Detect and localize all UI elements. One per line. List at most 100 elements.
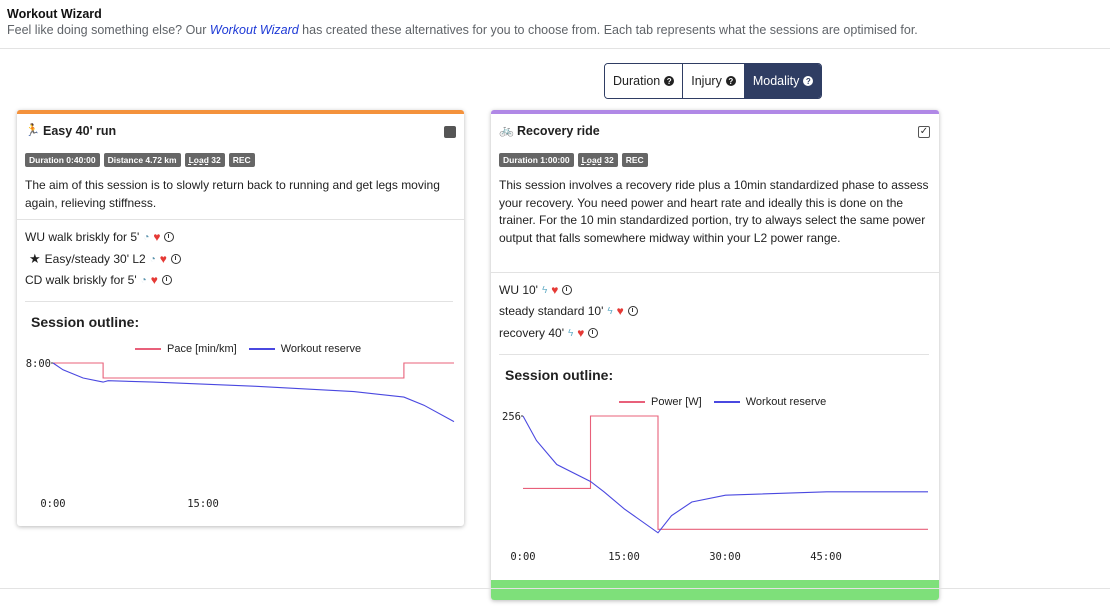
bolt-icon: ϟ [607, 305, 613, 317]
legend-reserve-label: Workout reserve [745, 396, 827, 408]
card-accent-bar [17, 110, 464, 114]
bottom-divider [0, 588, 1110, 589]
legend-pace-label: Pace [min/km] [167, 343, 237, 355]
help-icon[interactable]: ? [664, 76, 675, 86]
rec-badge: REC [621, 153, 648, 167]
step-text: recovery 40' [499, 326, 564, 340]
session-outline-title: Session outline: [505, 367, 614, 383]
heart-icon: ♥ [159, 252, 167, 266]
select-checkbox[interactable] [444, 126, 456, 138]
tab-modality[interactable]: Modality? [744, 64, 822, 98]
session-description: The aim of this session is to slowly ret… [25, 178, 440, 210]
step-item: recovery 40' ϟ ♥ [499, 326, 599, 340]
load-badge[interactable]: Load 32 [577, 153, 618, 167]
divider [499, 354, 929, 355]
subtitle-text-after: has created these alternatives for you t… [298, 23, 918, 37]
session-outline-chart: 256 0:00 15:00 30:00 45:00 [502, 411, 928, 563]
card-title: Recovery ride [517, 124, 600, 138]
divider [491, 272, 939, 273]
legend-pace-line [135, 348, 161, 350]
card-title: Easy 40' run [43, 124, 117, 138]
workout-wizard-link[interactable]: Workout Wizard [209, 23, 299, 37]
footer-bar [491, 580, 939, 600]
distance-badge: Distance 4.72 km [103, 153, 181, 167]
series-line-primary [523, 415, 928, 530]
rec-badge: REC [228, 153, 255, 167]
x-tick-label: 15:00 [187, 498, 219, 510]
step-item: WU 10' ϟ ♥ [499, 283, 573, 297]
badge-row: Duration 0:40:00 Distance 4.72 km Load 3… [25, 153, 255, 167]
session-outline-chart: 8:00 0:00 15:00 [26, 358, 455, 510]
step-text: Easy/steady 30' L2 [44, 252, 146, 266]
chart-legend: Pace [min/km] Workout reserve [135, 343, 361, 355]
step-text: WU walk briskly for 5' [25, 230, 140, 244]
clock-icon [562, 285, 573, 295]
card-accent-bar [491, 110, 939, 114]
legend-reserve-line [713, 401, 740, 403]
running-icon: 🏃 [25, 123, 40, 137]
clock-icon [164, 232, 175, 242]
legend-power-line [619, 401, 645, 403]
session-card-ride[interactable]: 🚲 Recovery ride ✓ Duration 1:00:00 Load … [491, 110, 939, 600]
page-header: Workout Wizard Feel like doing something… [0, 0, 1110, 49]
gauge-icon: ◔ [143, 231, 150, 243]
optimisation-tabs: Duration? Injury? Modality? [604, 63, 823, 99]
legend-reserve-line [248, 348, 275, 350]
step-item: ★ Easy/steady 30' L2 ◔ ♥ [29, 251, 181, 267]
subtitle-text-before: Feel like doing something else? Our [7, 23, 210, 37]
x-tick-label: 0:00 [40, 498, 65, 510]
series-line-reserve [52, 362, 455, 423]
y-tick-label: 8:00 [26, 358, 51, 370]
session-card-run[interactable]: 🏃 Easy 40' run Duration 0:40:00 Distance… [17, 110, 464, 526]
bicycle-icon: 🚲 [499, 123, 514, 137]
x-tick-label: 45:00 [810, 551, 842, 563]
page-title: Workout Wizard [7, 7, 102, 21]
series-line-primary [53, 362, 454, 379]
tab-duration[interactable]: Duration? [605, 64, 684, 98]
divider [17, 219, 464, 220]
heart-icon: ♥ [153, 230, 161, 244]
session-outline-title: Session outline: [31, 314, 140, 330]
gauge-icon: ◔ [140, 274, 147, 286]
star-icon: ★ [29, 251, 41, 266]
clock-icon [588, 328, 599, 338]
session-description: This session involves a recovery ride pl… [499, 178, 929, 245]
help-icon[interactable]: ? [803, 76, 814, 86]
step-item: WU walk briskly for 5' ◔ ♥ [25, 230, 175, 244]
step-text: steady standard 10' [499, 304, 604, 318]
badge-row: Duration 1:00:00 Load 32 REC [499, 153, 648, 167]
clock-icon [170, 254, 181, 264]
legend-power-label: Power [W] [651, 396, 702, 408]
bolt-icon: ϟ [541, 284, 548, 296]
heart-icon: ♥ [577, 326, 585, 340]
x-tick-label: 30:00 [709, 551, 741, 563]
help-icon[interactable]: ? [725, 76, 736, 86]
duration-badge: Duration 0:40:00 [25, 153, 100, 167]
heart-icon: ♥ [616, 304, 624, 318]
tab-duration-label: Duration [613, 74, 661, 88]
step-text: WU 10' [499, 283, 538, 297]
tab-injury[interactable]: Injury? [683, 64, 745, 98]
tab-modality-label: Modality [752, 74, 800, 88]
series-line-reserve [522, 415, 928, 534]
load-badge[interactable]: Load 32 [184, 153, 225, 167]
x-tick-label: 0:00 [510, 551, 535, 563]
heart-icon: ♥ [150, 273, 158, 287]
step-item: CD walk briskly for 5' ◔ ♥ [25, 273, 172, 287]
select-checkbox[interactable]: ✓ [918, 126, 930, 138]
bolt-icon: ϟ [568, 327, 574, 339]
heart-icon: ♥ [551, 283, 559, 297]
clock-icon [627, 306, 638, 316]
x-tick-label: 15:00 [608, 551, 640, 563]
chart-legend: Power [W] Workout reserve [619, 396, 826, 408]
divider [25, 301, 453, 302]
legend-reserve-label: Workout reserve [280, 343, 362, 355]
duration-badge: Duration 1:00:00 [499, 153, 574, 167]
step-text: CD walk briskly for 5' [25, 273, 137, 287]
clock-icon [161, 275, 172, 285]
gauge-icon: ◔ [149, 253, 156, 265]
page-subtitle: Feel like doing something else? Our Work… [7, 23, 918, 37]
y-tick-label: 256 [502, 411, 521, 423]
tab-injury-label: Injury [691, 74, 722, 88]
step-item: steady standard 10' ϟ ♥ [499, 304, 638, 318]
